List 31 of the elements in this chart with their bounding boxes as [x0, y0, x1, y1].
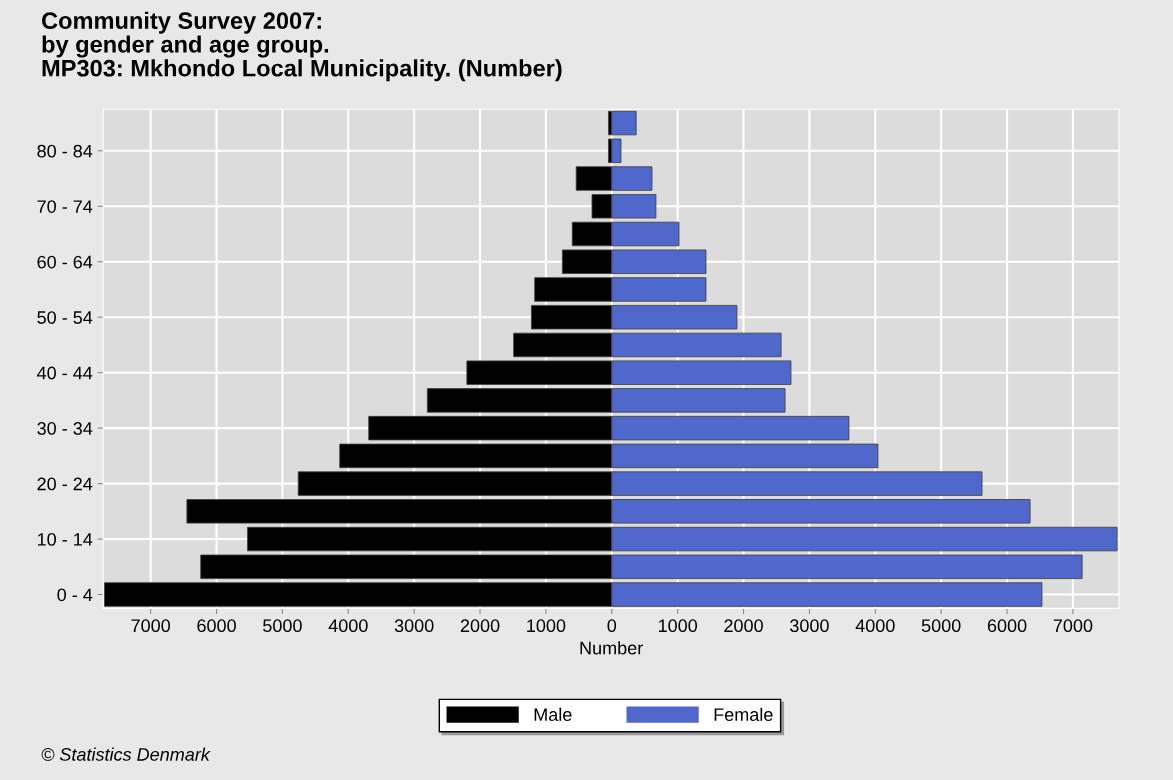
y-tick-label: 70 - 74: [37, 200, 93, 213]
chart-title: Community Survey 2007: by gender and age group. MP303: Mkhondo Local Municipality. (Number): [42, 11, 562, 82]
x-tick-label: 4000: [328, 619, 368, 633]
x-tick-label: 2000: [724, 619, 763, 633]
x-tick-label: 2000: [460, 619, 500, 633]
y-tick-label: 50 - 54: [37, 311, 93, 324]
y-tick-label: 0 - 4: [57, 588, 93, 602]
legend-label: Female: [714, 707, 773, 721]
x-tick-label: 7000: [131, 619, 171, 633]
bar: [611, 138, 622, 164]
x-tick-label: 1000: [658, 619, 698, 633]
x-tick-label: 4000: [855, 619, 895, 633]
x-tick-label: 3000: [394, 619, 434, 633]
x-tick-label: 6000: [987, 619, 1027, 633]
x-tick-label: 0: [607, 619, 617, 633]
y-tick-label: 30 - 34: [37, 422, 93, 435]
x-tick-label: 5000: [263, 619, 302, 633]
y-tick-label: 10 - 14: [37, 533, 93, 546]
x-tick-label: 6000: [197, 619, 236, 633]
bar: [611, 110, 637, 136]
y-tick-label: 60 - 64: [37, 255, 93, 269]
y-tick-label: 80 - 84: [37, 144, 93, 158]
x-tick-label: 1000: [527, 619, 566, 633]
y-tick-label: 20 - 24: [37, 477, 93, 491]
legend-label: Male: [534, 707, 572, 721]
text: © Statistics Denmark: [41, 747, 211, 761]
x-axis-title: Number: [580, 641, 643, 655]
x-tick-label: 3000: [790, 619, 829, 633]
x-tick-label: 7000: [1053, 619, 1093, 633]
x-tick-label: 5000: [921, 619, 961, 633]
y-tick-label: 40 - 44: [37, 366, 93, 380]
